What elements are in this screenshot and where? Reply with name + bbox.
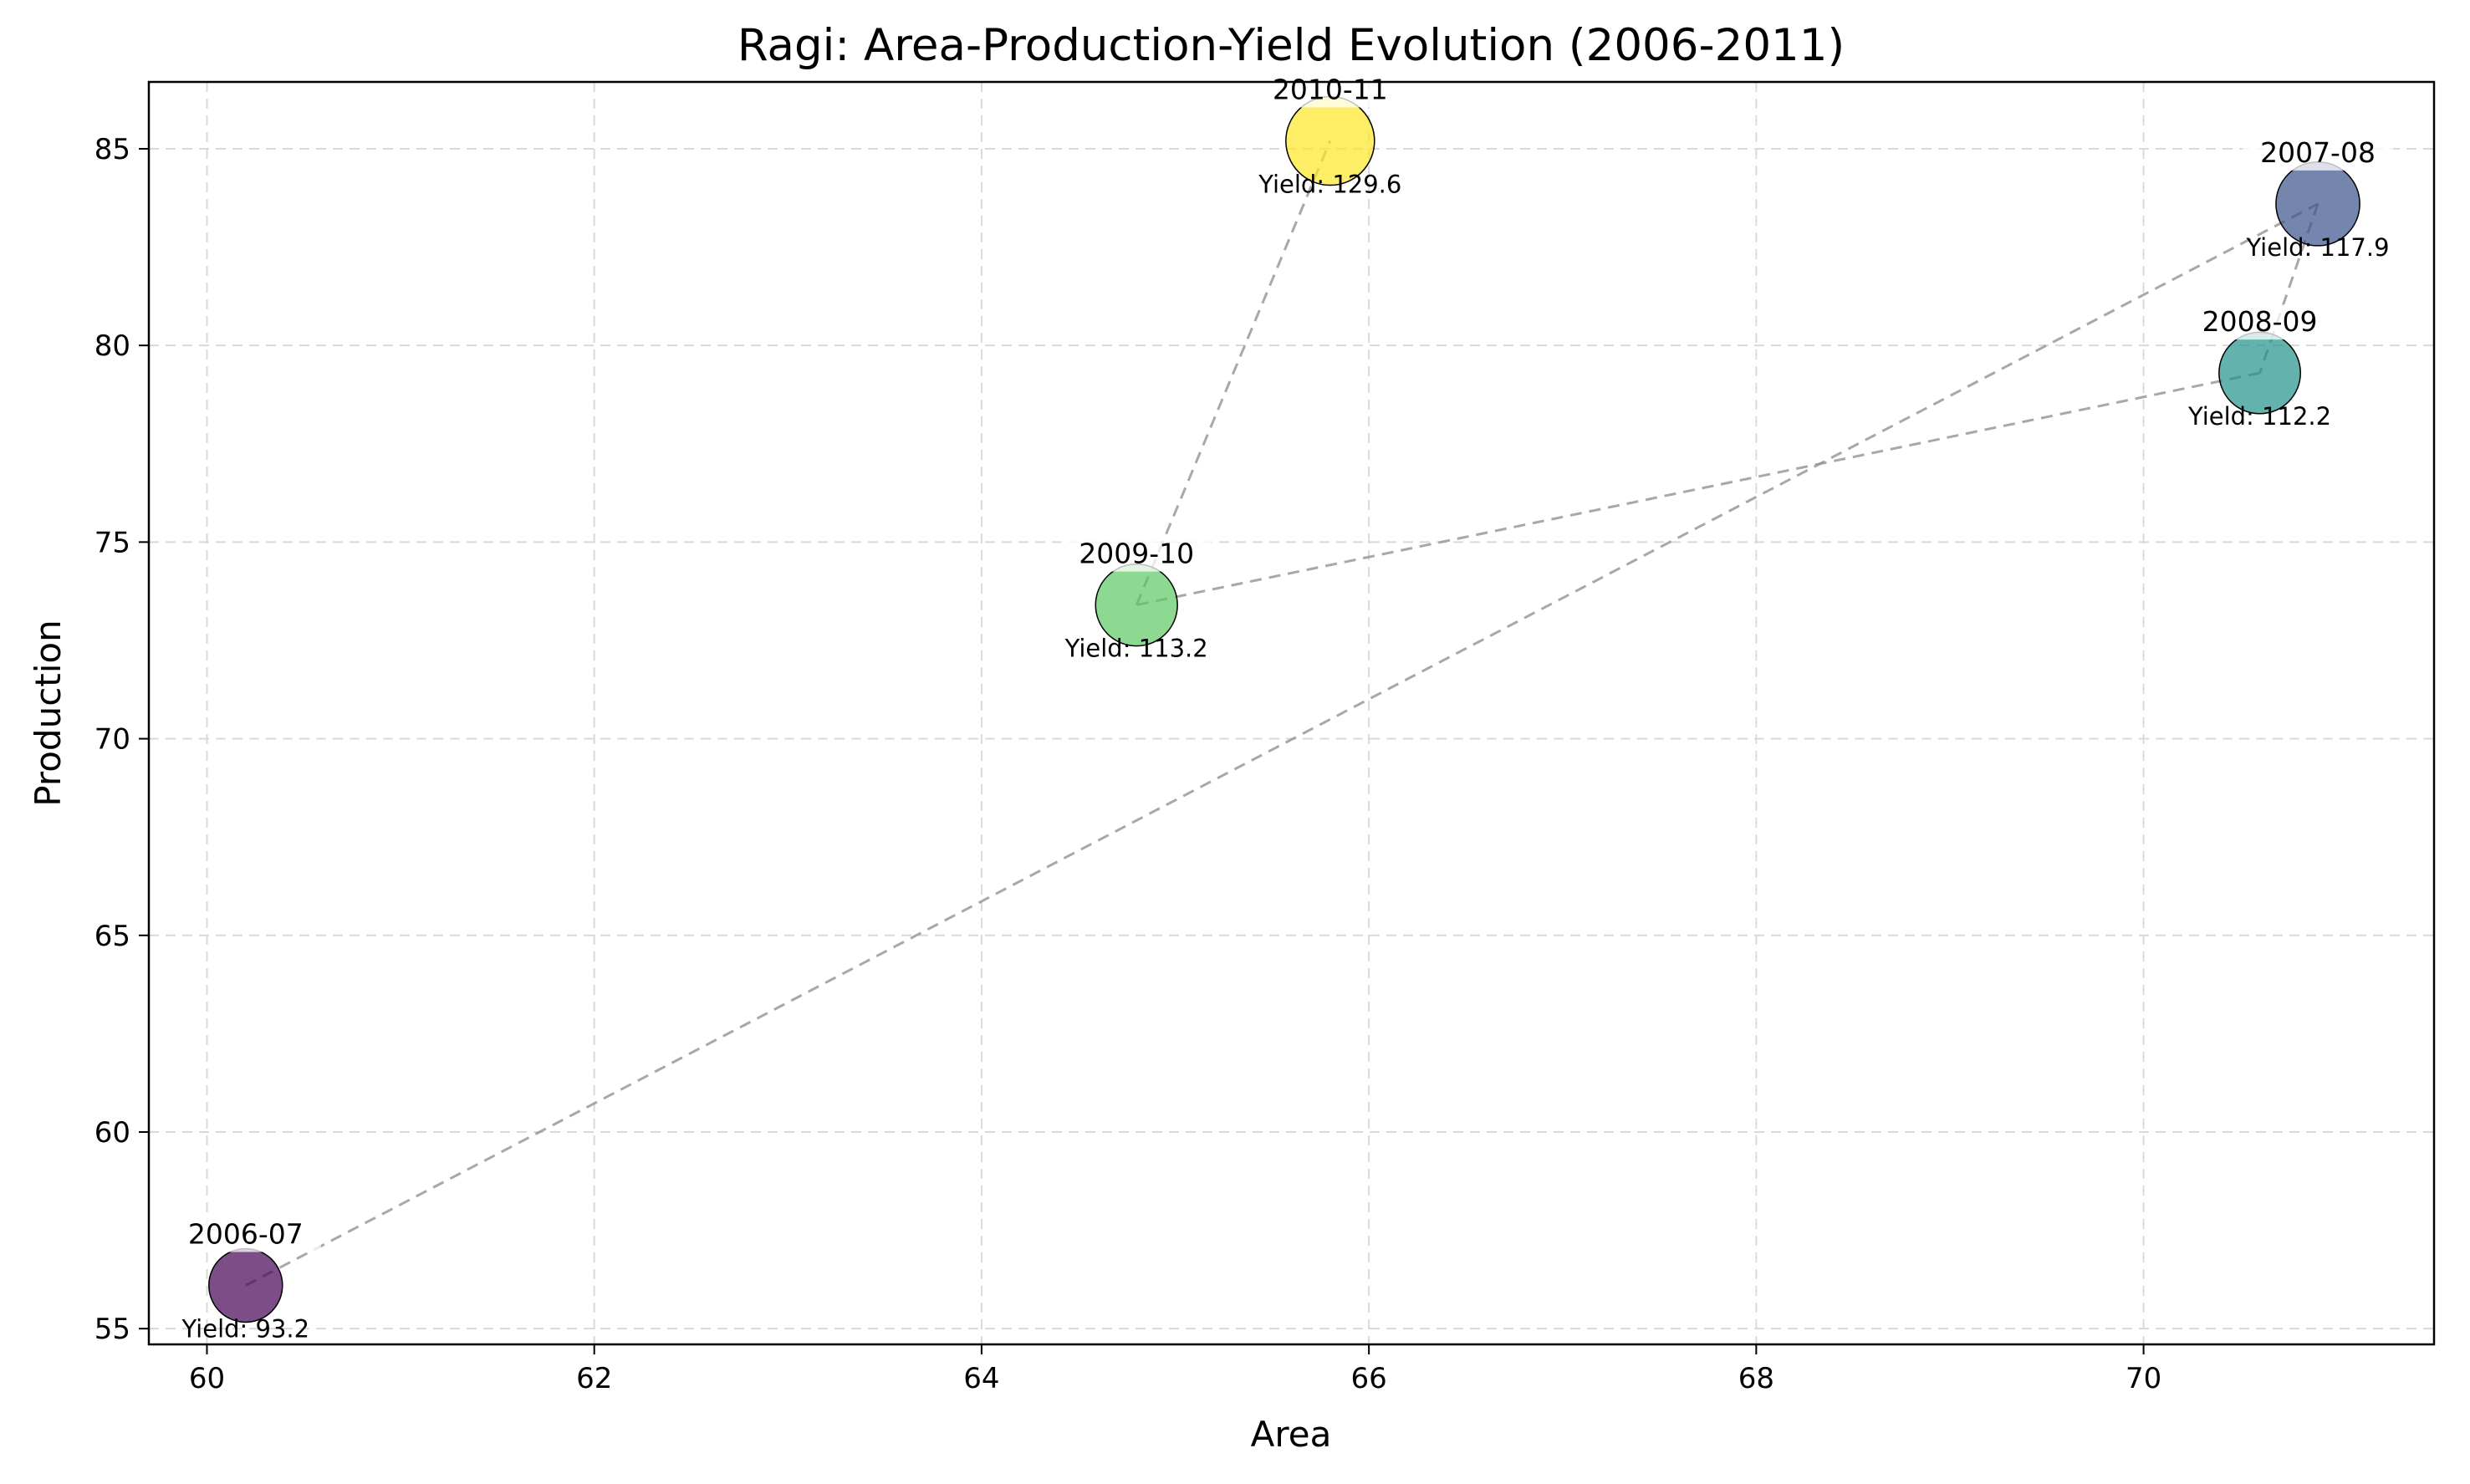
year-label-background	[1061, 536, 1212, 572]
year-label-background	[170, 1216, 321, 1252]
trajectory-segment	[245, 202, 2319, 1287]
bubble-layer	[208, 95, 2360, 1323]
year-label: 2009-10	[1079, 538, 1194, 570]
y-tick-label: 55	[94, 1313, 130, 1346]
yield-label: Yield: 112.2	[2187, 402, 2331, 431]
year-label: 2006-07	[188, 1217, 304, 1250]
x-tick-label: 60	[189, 1362, 225, 1395]
yield-label: Yield: 113.2	[1064, 635, 1208, 663]
y-tick-label: 75	[94, 526, 130, 559]
label-layer: 2006-07 Yield: 93.2 2007-08 Yield: 117.9 200…	[170, 72, 2394, 1343]
year-label: 2008-09	[2202, 305, 2318, 338]
x-tick-label: 62	[576, 1362, 612, 1395]
y-tick-label: 65	[94, 920, 130, 953]
x-tick-label: 64	[963, 1362, 999, 1395]
trajectory-segment	[1135, 140, 1332, 606]
y-tick-label: 80	[94, 329, 130, 363]
year-label-background	[2184, 304, 2335, 340]
y-axis-title: Production	[28, 620, 69, 806]
x-tick-label: 68	[1738, 1362, 1774, 1395]
yield-label: Yield: 93.2	[181, 1314, 310, 1343]
y-tick-label: 85	[94, 133, 130, 166]
x-tick-label: 66	[1351, 1362, 1387, 1395]
y-tick-label: 60	[94, 1116, 130, 1150]
year-label: 2010-11	[1273, 74, 1388, 106]
plot-frame	[147, 80, 2436, 1346]
tick-layer: 60 62 64 66 68 70 55 60 65 70 75 80 85	[94, 133, 2161, 1395]
x-tick-label: 70	[2126, 1362, 2161, 1395]
data-point-2006-07	[208, 1247, 283, 1323]
chart-title: Ragi: Area-Production-Yield Evolution (2…	[737, 20, 1845, 71]
yield-label: Yield: 129.6	[1258, 171, 1401, 199]
x-axis-title: Area	[1251, 1414, 1332, 1455]
year-label-background	[2243, 135, 2394, 171]
yield-label: Yield: 117.9	[2246, 233, 2390, 262]
year-label: 2007-08	[2260, 136, 2376, 169]
y-tick-label: 70	[94, 723, 130, 757]
